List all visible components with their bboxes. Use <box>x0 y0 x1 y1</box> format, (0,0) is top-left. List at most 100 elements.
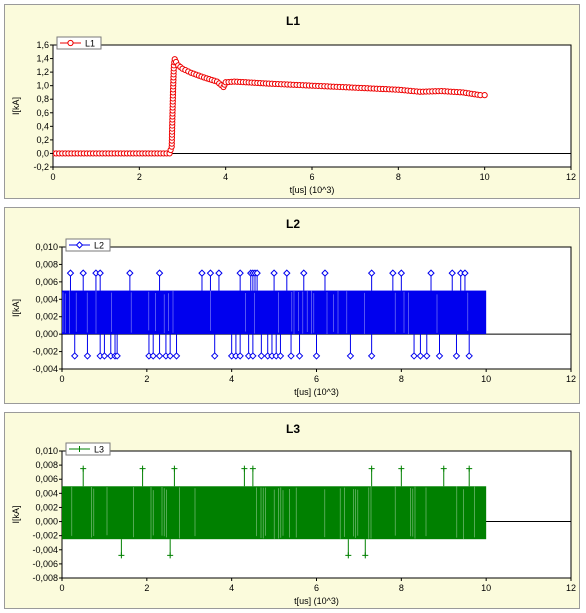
data-point <box>283 269 291 277</box>
data-point <box>257 352 266 360</box>
data-point <box>397 269 406 277</box>
data-point <box>461 269 469 277</box>
data-point <box>113 352 121 360</box>
y-tick-label: -0,008 <box>32 573 58 583</box>
y-axis-label: I[kA] <box>11 299 21 317</box>
signal-band <box>62 290 487 335</box>
data-point <box>249 465 256 472</box>
legend-label: L2 <box>94 241 104 251</box>
data-point <box>276 352 285 360</box>
y-tick-label: 0,8 <box>36 94 49 104</box>
legend-marker <box>75 241 84 249</box>
legend-label: L1 <box>85 39 95 49</box>
x-tick-label: 12 <box>566 583 576 593</box>
data-point <box>440 465 447 472</box>
data-point <box>346 352 355 360</box>
y-tick-label: 1,0 <box>36 81 49 91</box>
data-point <box>139 465 146 472</box>
chart-svg-l3: L3 -0,008 -0,006 -0,004 -0,002 0,000 0,002 0,00… <box>11 422 576 606</box>
y-tick-label: 0,010 <box>35 446 58 456</box>
x-axis-label: t[us] (10^3) <box>294 596 339 606</box>
data-point <box>155 352 164 360</box>
plot-area <box>52 44 572 168</box>
data-point <box>287 352 295 360</box>
data-point <box>398 465 405 472</box>
data-point <box>206 269 215 277</box>
x-axis-label: t[us] (10^3) <box>294 387 339 397</box>
data-point <box>481 92 488 99</box>
data-point <box>345 552 352 559</box>
data-point <box>435 352 444 360</box>
y-tick-label: -0,006 <box>32 559 58 569</box>
data-point <box>410 352 418 360</box>
data-point <box>253 269 261 277</box>
data-point <box>83 352 92 360</box>
x-tick-label: 6 <box>314 583 319 593</box>
y-tick-label: -0,002 <box>32 347 58 357</box>
y-axis-label: I[kA] <box>11 97 21 115</box>
x-tick-label: 8 <box>399 374 404 384</box>
legend: L3 <box>65 442 111 456</box>
x-tick-label: 6 <box>309 172 314 182</box>
data-point <box>416 352 425 360</box>
y-tick-label: 0,008 <box>35 259 58 269</box>
y-tick-label: 0,6 <box>36 108 49 118</box>
data-point <box>427 269 435 277</box>
data-point <box>241 465 248 472</box>
series-l3 <box>62 465 487 559</box>
data-point <box>171 465 178 472</box>
y-tick-label: 1,4 <box>36 54 49 64</box>
data-point <box>236 269 244 277</box>
chart-title: L1 <box>286 14 300 28</box>
chart-svg-l2: L2 -0,004 -0,002 0,000 0,002 0,004 0,006 0,008 0… <box>11 217 576 397</box>
data-point <box>96 269 104 277</box>
y-tick-label: -0,2 <box>33 162 49 172</box>
data-point <box>452 352 461 360</box>
y-tick-label: 0,2 <box>36 135 49 145</box>
data-point <box>166 352 174 360</box>
data-point <box>367 352 376 360</box>
legend-label: L3 <box>94 445 104 455</box>
x-tick-label: 0 <box>50 172 55 182</box>
x-tick-label: 2 <box>137 172 142 182</box>
data-point <box>210 352 219 360</box>
data-point <box>295 352 304 360</box>
data-point <box>362 552 369 559</box>
x-tick-label: 8 <box>399 583 404 593</box>
legend-marker <box>76 446 83 452</box>
data-point <box>465 352 473 360</box>
data-point <box>149 352 157 360</box>
y-tick-label: -0,004 <box>32 364 58 374</box>
data-point <box>249 352 257 360</box>
y-tick-label: 0,004 <box>35 294 58 304</box>
chart-panel-l3: L3 -0,008 -0,006 -0,004 -0,002 0,000 0,002 0,00… <box>4 412 580 609</box>
y-tick-label: 1,6 <box>36 40 49 50</box>
data-point <box>368 465 375 472</box>
x-tick-label: 0 <box>59 374 64 384</box>
y-tick-label: 0,010 <box>35 242 58 252</box>
chart-panel-l1: L1 -0,2 0,0 0,2 0,4 0,6 0,8 1,0 1,2 1,4 1,6 0 2 4 6 8 10… <box>4 4 580 199</box>
x-tick-label: 0 <box>59 583 64 593</box>
x-tick-label: 10 <box>480 172 490 182</box>
x-tick-label: 4 <box>229 583 234 593</box>
data-point <box>100 352 109 360</box>
data-point <box>448 269 456 277</box>
data-point <box>172 352 181 360</box>
y-tick-label: 0,0 <box>36 148 49 158</box>
data-point <box>236 352 244 360</box>
y-tick-label: 1,2 <box>36 67 49 77</box>
x-axis-label: t[us] (10^3) <box>290 185 335 195</box>
legend: L2 <box>65 238 111 252</box>
data-point <box>466 465 473 472</box>
y-tick-label: 0,008 <box>35 460 58 470</box>
data-point <box>71 352 79 360</box>
data-point <box>118 552 125 559</box>
data-point <box>126 269 134 277</box>
x-tick-label: 12 <box>566 172 576 182</box>
chart-panel-l2: L2 -0,004 -0,002 0,000 0,002 0,004 0,006 0,008 0… <box>4 207 580 404</box>
data-point <box>389 269 397 277</box>
y-tick-label: 0,002 <box>35 312 58 322</box>
x-tick-label: 12 <box>566 374 576 384</box>
x-tick-label: 8 <box>396 172 401 182</box>
data-point <box>270 269 278 277</box>
